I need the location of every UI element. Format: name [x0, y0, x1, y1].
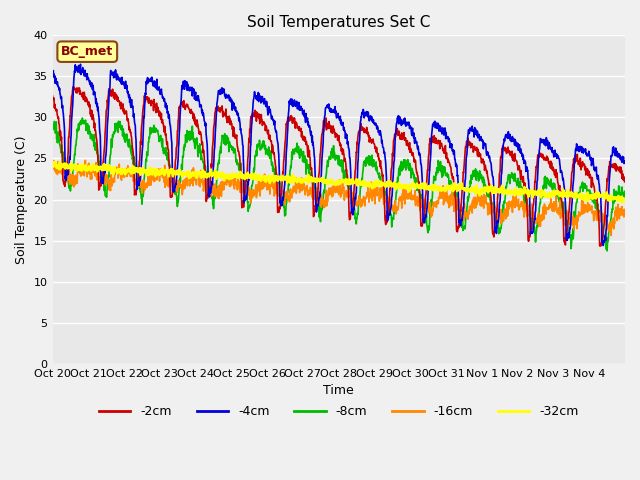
Line: -2cm: -2cm: [52, 87, 625, 246]
-4cm: [614, 150, 621, 156]
-2cm: [324, 125, 332, 131]
-4cm: [314, 204, 321, 210]
Line: -4cm: -4cm: [52, 64, 625, 245]
-16cm: [558, 208, 566, 214]
-16cm: [324, 191, 332, 197]
-8cm: [49, 127, 56, 133]
-32cm: [614, 195, 621, 201]
Title: Soil Temperatures Set C: Soil Temperatures Set C: [247, 15, 431, 30]
-4cm: [474, 135, 482, 141]
-32cm: [314, 177, 321, 182]
-32cm: [51, 159, 58, 165]
Line: -32cm: -32cm: [52, 162, 625, 203]
-8cm: [604, 248, 611, 254]
-32cm: [618, 200, 626, 205]
-32cm: [558, 193, 566, 199]
-16cm: [614, 202, 621, 207]
-2cm: [314, 197, 321, 203]
-2cm: [558, 198, 566, 204]
-8cm: [558, 204, 566, 210]
-2cm: [138, 115, 146, 120]
X-axis label: Time: Time: [323, 384, 354, 397]
-4cm: [621, 158, 628, 164]
-2cm: [614, 167, 621, 172]
-16cm: [607, 233, 615, 239]
Line: -16cm: -16cm: [52, 160, 625, 236]
-16cm: [81, 157, 89, 163]
Legend: -2cm, -4cm, -8cm, -16cm, -32cm: -2cm, -4cm, -8cm, -16cm, -32cm: [94, 400, 584, 423]
-4cm: [558, 169, 566, 175]
-32cm: [474, 187, 482, 193]
-32cm: [621, 198, 628, 204]
-2cm: [70, 84, 77, 90]
-2cm: [621, 179, 628, 185]
-4cm: [324, 102, 332, 108]
-32cm: [49, 163, 56, 169]
-8cm: [138, 192, 146, 198]
-4cm: [138, 146, 146, 152]
Line: -8cm: -8cm: [52, 118, 625, 251]
-8cm: [324, 164, 332, 169]
-16cm: [49, 159, 56, 165]
-4cm: [599, 242, 607, 248]
Y-axis label: Soil Temperature (C): Soil Temperature (C): [15, 135, 28, 264]
-16cm: [138, 191, 146, 196]
-8cm: [474, 170, 482, 176]
-4cm: [49, 74, 56, 80]
-2cm: [474, 153, 482, 158]
-32cm: [324, 179, 332, 184]
-8cm: [614, 192, 621, 197]
-8cm: [79, 115, 86, 121]
-32cm: [138, 169, 146, 175]
-4cm: [77, 61, 84, 67]
-16cm: [474, 192, 482, 197]
-8cm: [314, 201, 321, 207]
Text: BC_met: BC_met: [61, 45, 113, 58]
-8cm: [621, 189, 628, 194]
-2cm: [49, 93, 56, 99]
-16cm: [621, 210, 628, 216]
-16cm: [314, 187, 321, 192]
-2cm: [596, 243, 604, 249]
